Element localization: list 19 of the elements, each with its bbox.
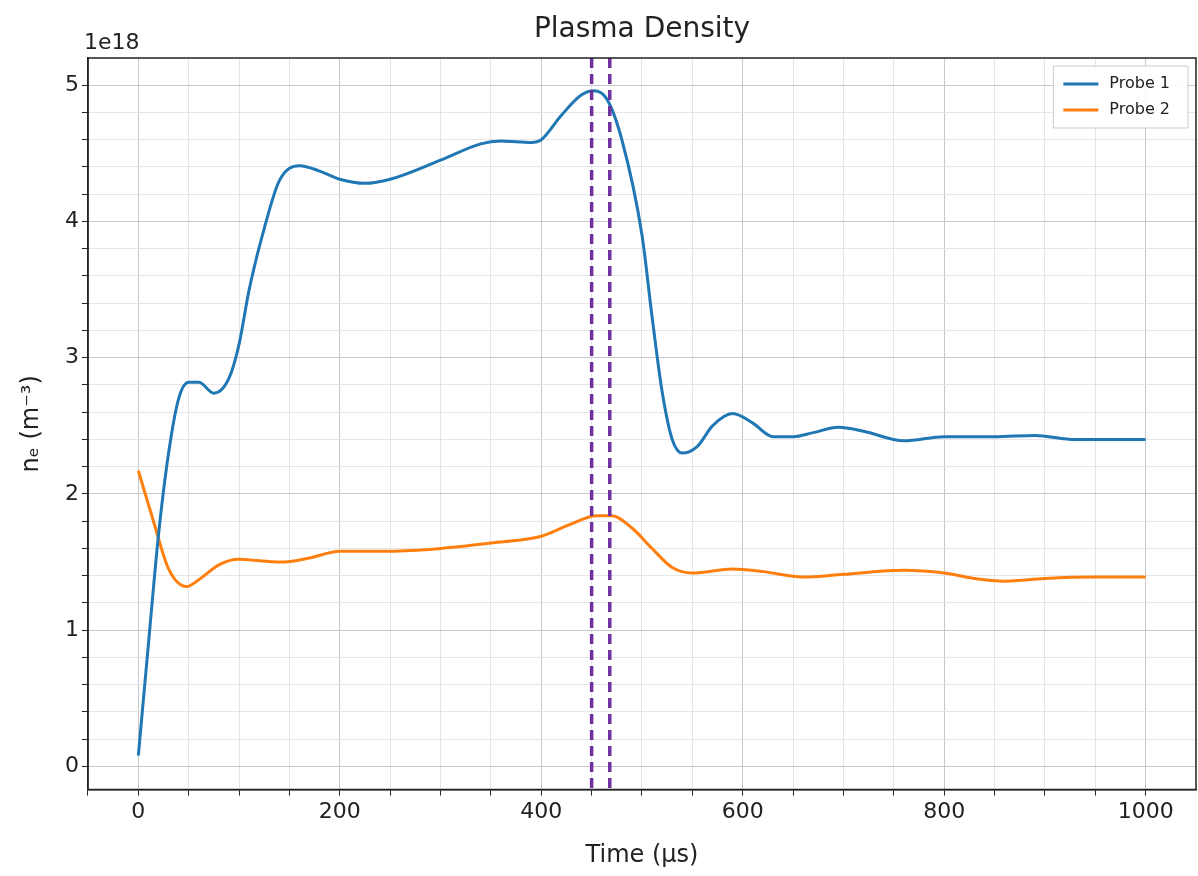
chart-title: Plasma Density <box>533 11 751 45</box>
x-tick-label: 0 <box>131 797 146 823</box>
x-tick-label: 600 <box>721 797 764 823</box>
x-tick-label: 1000 <box>1117 797 1174 823</box>
y-tick-label: 1 <box>65 615 79 641</box>
x-axis-title: Time (μs) <box>584 840 699 869</box>
x-tick-label: 800 <box>923 797 966 823</box>
y-tick-label: 5 <box>65 70 79 96</box>
x-tick-label: 400 <box>520 797 563 823</box>
legend-label: Probe 1 <box>1109 73 1171 93</box>
y-tick-label: 4 <box>65 207 79 233</box>
x-tick-label: 200 <box>318 797 361 823</box>
line-series <box>136 469 1148 589</box>
legend-label: Probe 2 <box>1109 99 1171 119</box>
y-axis-title: nₑ (m⁻³) <box>16 375 45 473</box>
y-tick-label: 2 <box>65 479 79 505</box>
y-tick-label: 3 <box>65 343 79 369</box>
y-tick-label: 0 <box>65 752 79 778</box>
text: 1e18 <box>84 28 140 54</box>
